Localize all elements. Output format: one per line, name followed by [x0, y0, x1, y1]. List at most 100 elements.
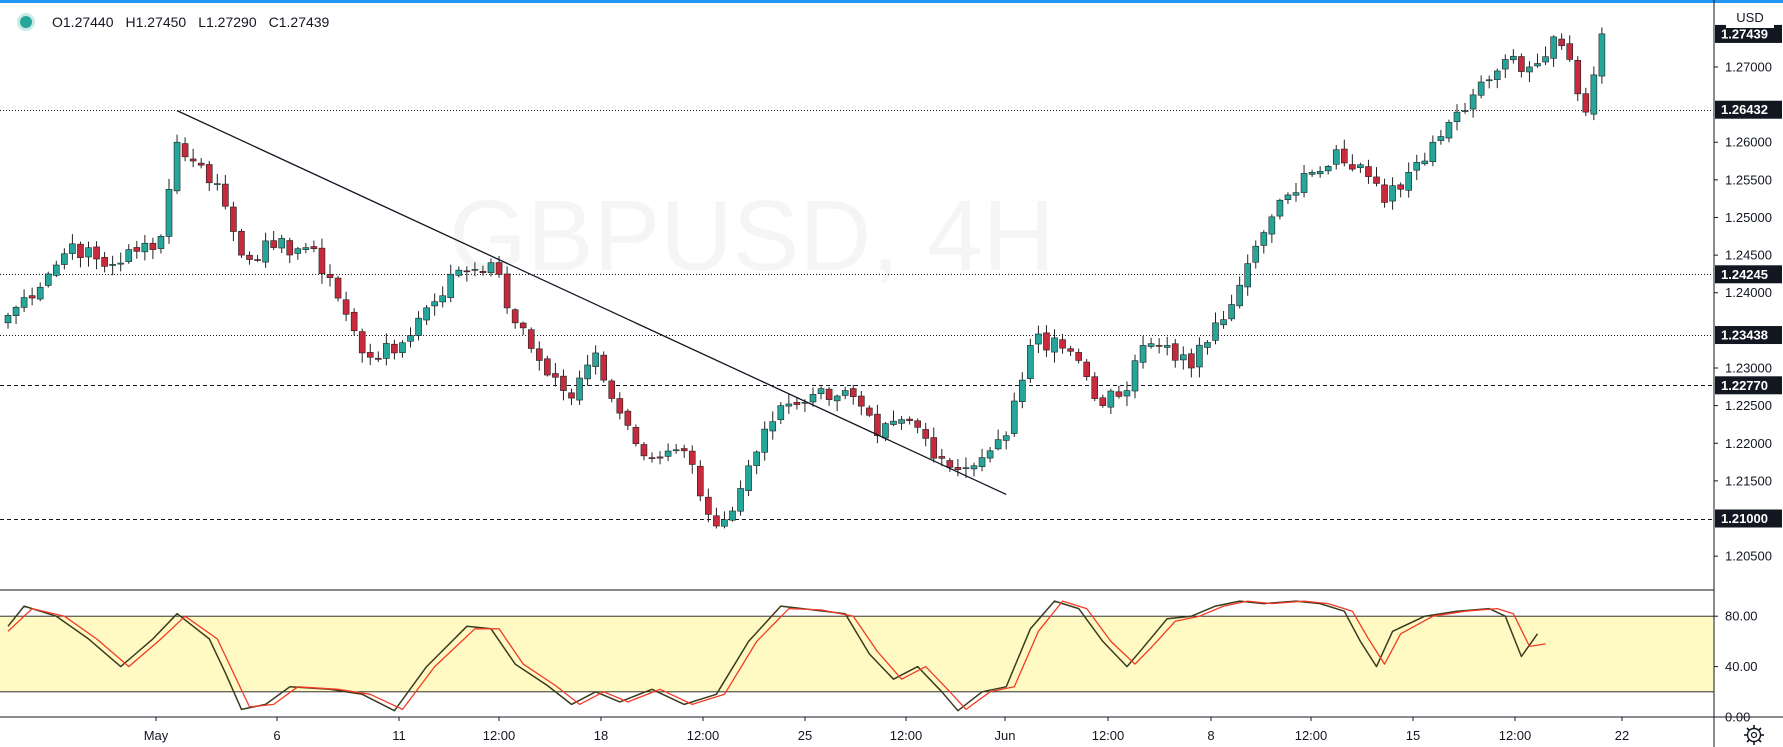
candle[interactable]	[809, 394, 817, 403]
candle[interactable]	[1212, 322, 1219, 341]
candle[interactable]	[262, 240, 269, 263]
candle[interactable]	[986, 450, 994, 459]
candle[interactable]	[1357, 164, 1364, 168]
candle[interactable]	[648, 457, 656, 459]
candle[interactable]	[1461, 110, 1469, 112]
settings-gear-icon[interactable]	[1744, 725, 1764, 745]
candle[interactable]	[769, 421, 777, 432]
candle[interactable]	[1518, 56, 1525, 72]
candle[interactable]	[608, 380, 616, 399]
candle[interactable]	[656, 456, 664, 459]
candle[interactable]	[1196, 344, 1203, 368]
candle[interactable]	[238, 230, 245, 256]
candle[interactable]	[189, 158, 197, 162]
candle[interactable]	[1566, 43, 1573, 60]
candle[interactable]	[906, 418, 913, 421]
candle[interactable]	[914, 420, 921, 428]
candle[interactable]	[793, 402, 801, 405]
candle[interactable]	[246, 254, 253, 260]
candle[interactable]	[552, 373, 559, 378]
candle[interactable]	[841, 390, 849, 396]
candle[interactable]	[1373, 176, 1380, 184]
candle[interactable]	[930, 437, 938, 459]
candle[interactable]	[117, 262, 124, 265]
candle[interactable]	[576, 377, 583, 401]
candle[interactable]	[511, 309, 519, 324]
candle[interactable]	[1558, 38, 1565, 47]
candle[interactable]	[729, 510, 736, 521]
candle[interactable]	[149, 242, 157, 250]
candle[interactable]	[36, 286, 44, 300]
candle[interactable]	[1107, 390, 1115, 408]
candle[interactable]	[664, 450, 672, 457]
candle[interactable]	[560, 375, 567, 391]
candle[interactable]	[994, 439, 1002, 450]
candle[interactable]	[849, 388, 857, 397]
candle[interactable]	[1027, 345, 1034, 379]
candle[interactable]	[1477, 81, 1485, 96]
candle[interactable]	[1002, 435, 1010, 441]
stochastic-pane[interactable]	[0, 600, 1714, 712]
candle[interactable]	[1469, 94, 1477, 110]
candle[interactable]	[696, 465, 704, 497]
candle[interactable]	[705, 496, 712, 515]
candle[interactable]	[1051, 337, 1058, 353]
candle[interactable]	[640, 444, 648, 457]
candle[interactable]	[1365, 166, 1372, 177]
candle[interactable]	[230, 206, 237, 232]
candle[interactable]	[688, 450, 696, 465]
candle[interactable]	[1292, 192, 1300, 196]
candle[interactable]	[302, 247, 310, 250]
stoch-d-line[interactable]	[7, 600, 1546, 711]
candle[interactable]	[294, 248, 302, 254]
candle[interactable]	[1059, 339, 1066, 349]
candle[interactable]	[745, 465, 752, 491]
candle[interactable]	[205, 164, 213, 184]
candle[interactable]	[1115, 391, 1123, 397]
candle[interactable]	[616, 398, 624, 414]
candle[interactable]	[471, 269, 479, 271]
candle[interactable]	[1550, 36, 1557, 59]
candle[interactable]	[1220, 319, 1227, 326]
candle[interactable]	[181, 143, 189, 158]
candle[interactable]	[1268, 216, 1276, 235]
candle[interactable]	[922, 429, 930, 439]
candle[interactable]	[1018, 379, 1026, 402]
candle[interactable]	[342, 299, 350, 315]
candle[interactable]	[125, 249, 133, 262]
candle[interactable]	[962, 467, 970, 469]
candle[interactable]	[423, 307, 430, 321]
candle[interactable]	[165, 188, 173, 237]
candle[interactable]	[431, 301, 438, 307]
candle[interactable]	[1413, 162, 1421, 171]
candle[interactable]	[785, 403, 793, 407]
candle[interactable]	[278, 238, 286, 249]
candle[interactable]	[286, 240, 294, 256]
candle[interactable]	[12, 306, 20, 316]
candle[interactable]	[20, 297, 28, 308]
candle[interactable]	[753, 451, 760, 466]
candle[interactable]	[1534, 63, 1541, 67]
candle[interactable]	[1043, 332, 1050, 351]
candle[interactable]	[1308, 172, 1316, 175]
candle[interactable]	[1590, 74, 1598, 115]
candle[interactable]	[1171, 343, 1179, 361]
candle[interactable]	[978, 457, 986, 467]
candle[interactable]	[1324, 166, 1332, 172]
candle[interactable]	[1163, 345, 1171, 348]
candle[interactable]	[1099, 397, 1107, 406]
candle[interactable]	[374, 357, 382, 360]
candle[interactable]	[1341, 148, 1348, 164]
candle[interactable]	[407, 335, 414, 342]
candle[interactable]	[93, 246, 100, 260]
candle[interactable]	[938, 456, 946, 459]
candle[interactable]	[85, 247, 92, 258]
candle[interactable]	[584, 364, 591, 380]
trendline[interactable]	[176, 110, 1007, 496]
candle[interactable]	[1542, 56, 1549, 63]
candle[interactable]	[1429, 141, 1437, 163]
candle[interactable]	[463, 270, 471, 273]
candle[interactable]	[487, 262, 495, 274]
candle[interactable]	[1389, 185, 1396, 202]
candle[interactable]	[680, 448, 688, 452]
